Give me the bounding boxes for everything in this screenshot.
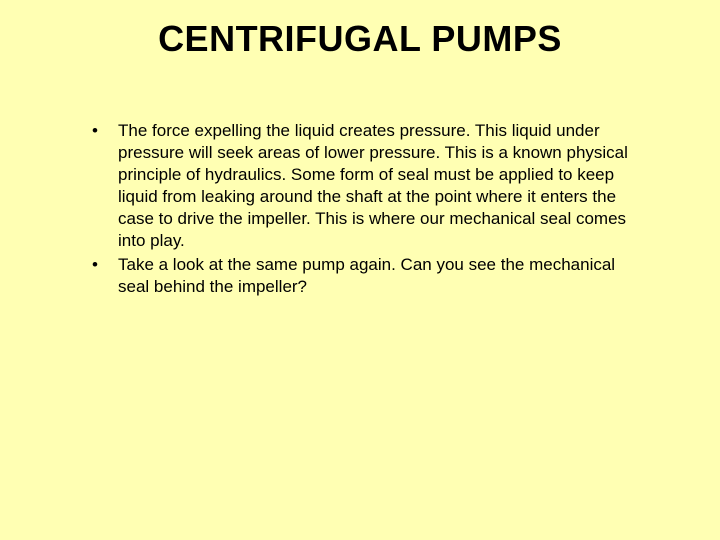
- bullet-icon: •: [88, 254, 118, 276]
- bullet-icon: •: [88, 120, 118, 142]
- bullet-text: Take a look at the same pump again. Can …: [118, 254, 640, 298]
- list-item: • Take a look at the same pump again. Ca…: [88, 254, 640, 298]
- slide: CENTRIFUGAL PUMPS • The force expelling …: [0, 0, 720, 540]
- bullet-text: The force expelling the liquid creates p…: [118, 120, 640, 252]
- slide-body: • The force expelling the liquid creates…: [0, 120, 720, 298]
- slide-title: CENTRIFUGAL PUMPS: [0, 18, 720, 60]
- list-item: • The force expelling the liquid creates…: [88, 120, 640, 252]
